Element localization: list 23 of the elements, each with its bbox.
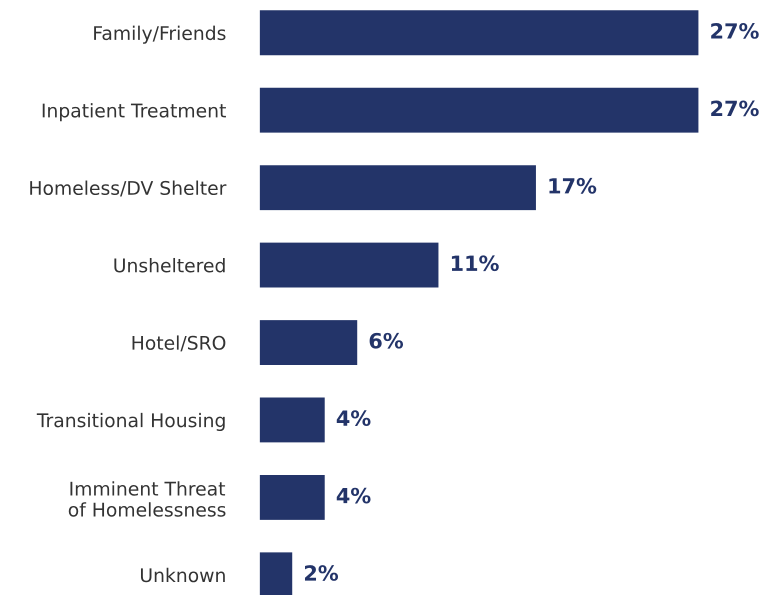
y-tick-label: Unknown [140, 568, 225, 582]
bar [260, 165, 536, 210]
data-label: 6% [370, 332, 404, 349]
y-tick-label: Transitional Housing [36, 412, 225, 431]
data-label: 4% [336, 410, 371, 426]
data-label: 2% [304, 565, 338, 581]
y-tick-label: Imminent Threat of Homelessness [68, 481, 226, 517]
data-label: 11% [452, 255, 499, 272]
y-tick-label: Hotel/SRO [132, 335, 226, 352]
y-tick-label: Inpatient Treatment [42, 103, 226, 122]
data-label: 17% [549, 178, 596, 194]
bar [260, 242, 438, 288]
data-label: 27% [711, 100, 759, 116]
data-label: 4% [336, 488, 371, 504]
bar [260, 398, 325, 442]
y-tick-label: Homeless/DV Shelter [30, 180, 226, 197]
bar [260, 474, 325, 520]
bar [260, 88, 698, 133]
y-tick-label: Unsheltered [114, 258, 225, 272]
data-label: 27% [711, 23, 759, 39]
bar [260, 10, 698, 56]
y-tick-label: Family/Friends [94, 26, 226, 44]
bar [260, 320, 358, 365]
